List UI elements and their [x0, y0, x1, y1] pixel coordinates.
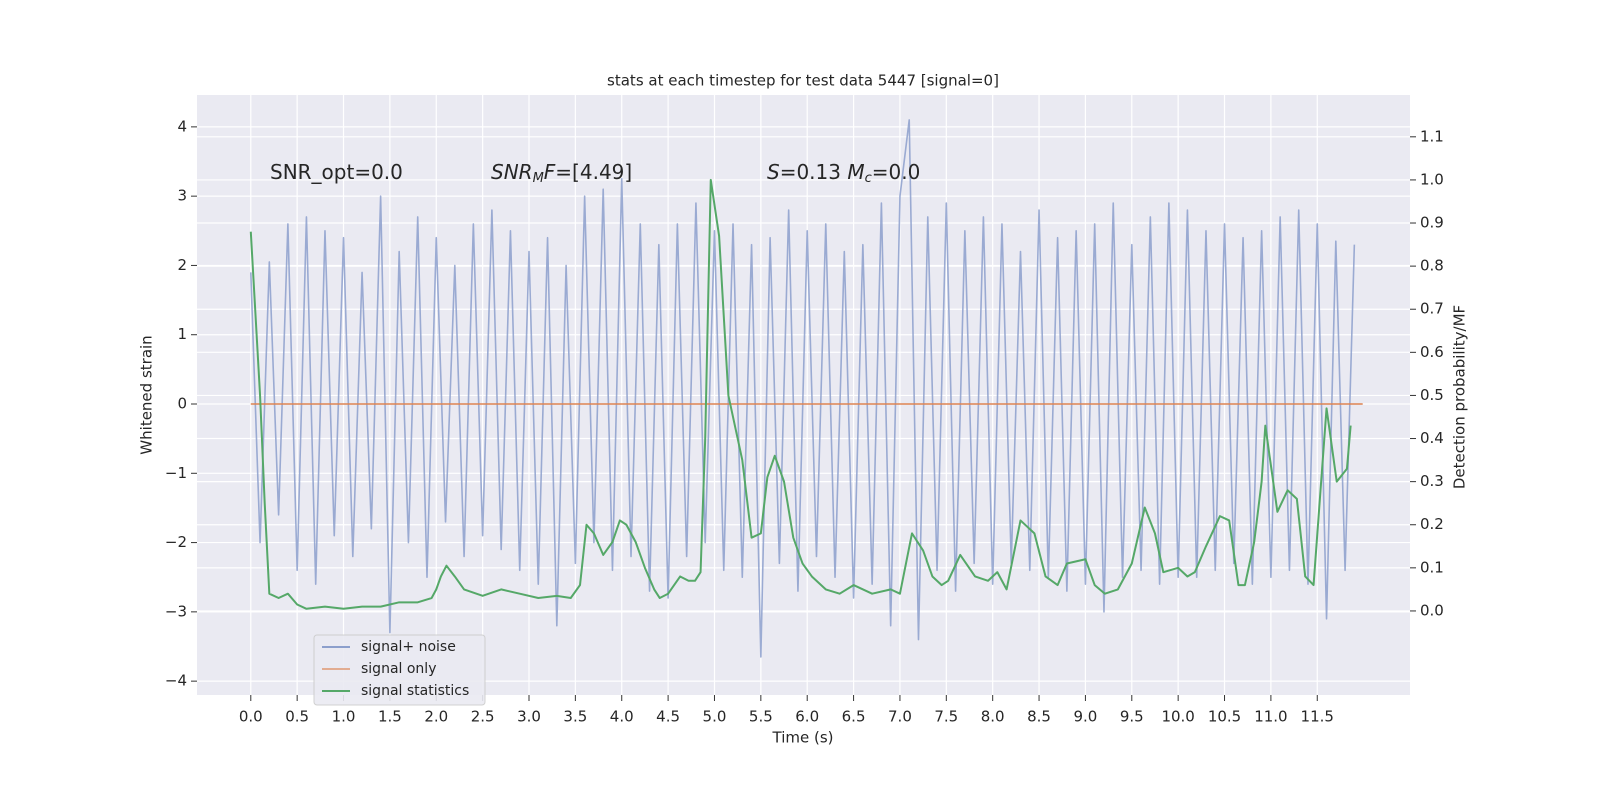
annotation-part: SNR: [491, 160, 533, 184]
axes: 0.0 0.5 1.0 1.5 2.0 2.5 3.0 3.5 4.0 4.5 5.0 5.5 6.0 6…: [165, 117, 1444, 725]
y2-tick-label: 0.7: [1420, 300, 1444, 318]
annotation-part: c: [865, 171, 872, 186]
y2-axis-label: Detection probability/MF: [1451, 305, 1469, 489]
x-tick-label: 7.5: [934, 708, 958, 726]
annotation: S=0.13 Mc=0.0: [767, 160, 920, 186]
x-axis-label: Time (s): [772, 729, 834, 747]
y2-tick-label: 1.0: [1420, 170, 1444, 188]
annotation-part: S: [767, 160, 780, 184]
annotation-part: =0.13: [780, 160, 848, 184]
x-tick-label: 7.0: [888, 708, 912, 726]
marks: [249, 119, 1363, 658]
x-tick-label: 6.0: [795, 708, 819, 726]
x-tick-label: 3.0: [517, 708, 541, 726]
x-tick-label: 2.5: [471, 708, 495, 726]
y2-tick-label: 0.0: [1420, 601, 1444, 619]
legend-box: [313, 634, 486, 706]
x-tick-label: 5.5: [749, 708, 773, 726]
x-tick-label: 5.0: [703, 708, 727, 726]
y2-tick-label: 0.8: [1420, 257, 1444, 275]
x-tick-label: 8.0: [981, 708, 1005, 726]
y-tick-label: 1: [177, 325, 187, 343]
legend-label: signal+ noise: [361, 639, 456, 655]
y2-tick-label: 1.1: [1420, 127, 1444, 145]
y-tick-label: 2: [177, 256, 187, 274]
x-tick-label: 0.0: [239, 708, 263, 726]
annotation-part: =0.0: [872, 160, 921, 184]
y-tick-label: 3: [177, 187, 187, 205]
y2-tick-label: 0.5: [1420, 386, 1444, 404]
x-tick-label: 10.0: [1161, 708, 1194, 726]
x-tick-label: 1.0: [332, 708, 356, 726]
annotation: SNR_opt=0.0: [270, 160, 403, 184]
y-axis-label: Whitened strain: [138, 335, 156, 454]
x-tick-label: 11.5: [1301, 708, 1334, 726]
annotation-part: M: [847, 160, 864, 184]
legend-label: signal only: [361, 661, 436, 677]
x-tick-label: 2.0: [424, 708, 448, 726]
x-tick-label: 4.0: [610, 708, 634, 726]
annotation-part: =[4.49]: [555, 160, 632, 184]
y-tick-label: 0: [177, 395, 187, 413]
y-tick-label: −1: [165, 464, 187, 482]
annotation-part: M: [533, 171, 544, 186]
x-tick-label: 9.0: [1073, 708, 1097, 726]
x-tick-label: 6.5: [842, 708, 866, 726]
x-tick-label: 8.5: [1027, 708, 1051, 726]
annotation: SNRMF=[4.49]: [491, 160, 632, 186]
x-tick-label: 0.5: [285, 708, 309, 726]
x-tick-label: 9.5: [1120, 708, 1144, 726]
x-tick-label: 10.5: [1208, 708, 1241, 726]
legend-label: signal statistics: [361, 683, 469, 699]
y2-tick-label: 0.2: [1420, 515, 1444, 533]
y-tick-label: −2: [165, 533, 187, 551]
x-tick-label: 3.5: [563, 708, 587, 726]
series-line: [249, 178, 1352, 610]
y2-tick-label: 0.3: [1420, 472, 1444, 490]
y-tick-label: −3: [165, 602, 187, 620]
annotation-part: SNR_opt=0.0: [270, 160, 403, 184]
x-tick-label: 11.0: [1254, 708, 1287, 726]
x-tick-label: 1.5: [378, 708, 402, 726]
chart-title: stats at each timestep for test data 544…: [607, 72, 999, 90]
y-tick-label: 4: [177, 117, 187, 135]
series-line: [249, 119, 1356, 658]
annotation-part: F: [544, 160, 556, 184]
y-tick-label: −4: [165, 672, 187, 690]
y2-tick-label: 0.1: [1420, 558, 1444, 576]
x-tick-label: 4.5: [656, 708, 680, 726]
y2-tick-label: 0.9: [1420, 214, 1444, 232]
y2-tick-label: 0.6: [1420, 343, 1444, 361]
y2-tick-label: 0.4: [1420, 429, 1444, 447]
